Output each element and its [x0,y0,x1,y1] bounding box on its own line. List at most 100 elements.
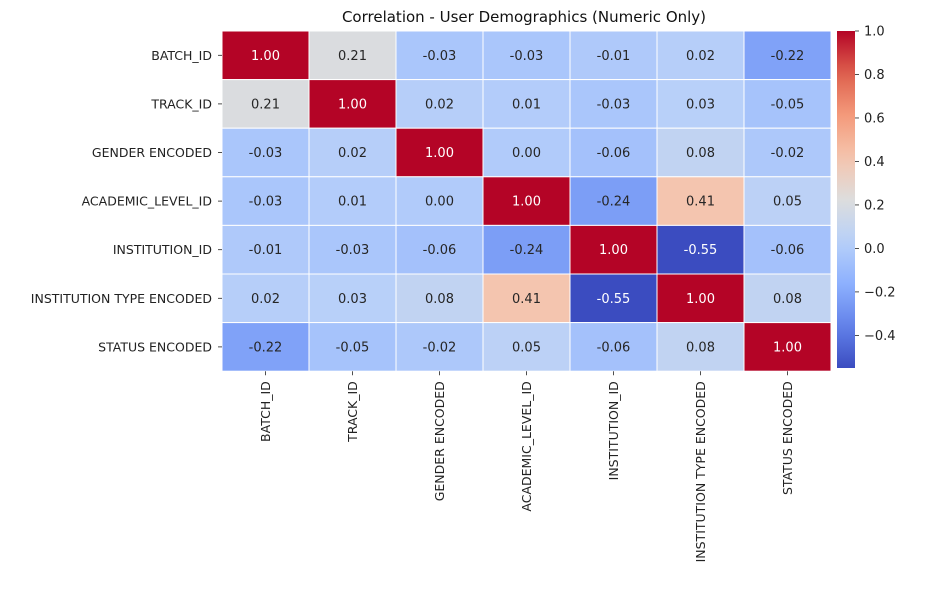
heatmap-cell [482,127,571,178]
cell-value-label: -0.06 [771,243,805,258]
x-tick-label: GENDER ENCODED [432,381,447,501]
heatmap-cell [743,176,832,226]
cell-value-label: 0.05 [773,195,802,210]
cell-value-label: 0.01 [512,97,541,112]
cell-value-label: -0.06 [597,340,631,355]
cell-value-label: -0.01 [249,243,283,258]
x-tick-label: TRACK_ID [345,381,360,443]
colorbar-gradient [837,31,855,368]
cell-value-label: 1.00 [599,243,628,258]
x-tick-label: STATUS ENCODED [780,381,795,495]
heatmap-cell [308,176,397,226]
colorbar-tick-label: 0.6 [864,111,885,126]
colorbar-tick-label: 0.4 [864,155,885,170]
cell-annotations: 1.00 0.21 -0.03 -0.03 -0.01 0.02 -0.22 0.21 1.00… [249,49,805,356]
heatmap-cell [743,273,832,324]
x-tick-label: INSTITUTION TYPE ENCODED [693,381,708,562]
y-tick-label: TRACK_ID [150,96,212,111]
y-tick-label: ACADEMIC_LEVEL_ID [82,194,212,209]
heatmap-cell [569,127,658,178]
heatmap-cell [569,79,658,129]
cell-value-label: -0.22 [249,340,283,355]
colorbar: 1.0 0.8 0.6 0.4 0.2 0.0 −0.2 −0.4 [837,25,896,368]
colorbar-tick-label: −0.4 [864,329,896,344]
colorbar-tick-label: 1.0 [864,25,885,40]
cell-value-label: -0.03 [249,195,283,210]
cell-value-label: 0.02 [338,146,367,161]
cell-value-label: 0.08 [686,340,715,355]
cell-value-label: 0.02 [425,97,454,112]
cell-value-label: 1.00 [251,49,280,64]
cell-value-label: -0.03 [423,49,457,64]
y-tick-label: BATCH_ID [151,48,212,63]
cell-value-label: 1.00 [773,340,802,355]
cell-value-label: 0.08 [425,292,454,307]
cell-value-label: -0.03 [336,243,370,258]
cell-value-label: 0.03 [686,97,715,112]
cell-value-label: 0.02 [251,292,280,307]
cell-value-label: -0.02 [423,340,457,355]
heatmap-cell [482,322,571,372]
colorbar-tick-label: 0.2 [864,198,885,213]
heatmap-cell [395,224,484,275]
heatmap-cells [221,30,832,372]
colorbar-tick-label: −0.2 [864,285,896,300]
x-tick-label: ACADEMIC_LEVEL_ID [519,381,534,511]
cell-value-label: -0.05 [336,340,370,355]
heatmap-cell [395,322,484,372]
colorbar-ticks: 1.0 0.8 0.6 0.4 0.2 0.0 −0.2 −0.4 [855,25,896,344]
cell-value-label: -0.55 [684,243,718,258]
heatmap-cell [482,176,571,226]
heatmap-cell [482,30,571,81]
heatmap-cell [569,273,658,324]
cell-value-label: 0.08 [773,292,802,307]
cell-value-label: -0.02 [771,146,805,161]
cell-value-label: 0.41 [512,292,541,307]
heatmap-cell [395,30,484,81]
x-tick-label: INSTITUTION_ID [606,381,621,480]
colorbar-tick-label: 0.8 [864,68,885,83]
heatmap-cell [656,322,745,372]
cell-value-label: 0.21 [338,49,367,64]
heatmap-cell [656,30,745,81]
cell-value-label: -0.06 [597,146,631,161]
cell-value-label: 1.00 [686,292,715,307]
heatmap-cell [221,322,310,372]
cell-value-label: 0.03 [338,292,367,307]
cell-value-label: 0.05 [512,340,541,355]
cell-value-label: -0.03 [597,97,631,112]
cell-value-label: 0.41 [686,195,715,210]
cell-value-label: -0.03 [510,49,544,64]
heatmap-cell [221,224,310,275]
cell-value-label: -0.01 [597,49,631,64]
heatmap-cell [308,273,397,324]
heatmap-cell [221,176,310,226]
heatmap-cell [743,79,832,129]
x-tick-label: BATCH_ID [258,381,273,442]
cell-value-label: 0.21 [251,97,280,112]
heatmap-cell [395,79,484,129]
cell-value-label: -0.22 [771,49,805,64]
heatmap-cell [482,273,571,324]
cell-value-label: 0.08 [686,146,715,161]
cell-value-label: 0.00 [512,146,541,161]
cell-value-label: 0.00 [425,195,454,210]
y-axis-tick-labels: BATCH_ID TRACK_ID GENDER ENCODED ACADEMIC_L… [31,48,222,354]
chart-title: Correlation - User Demographics (Numeric… [342,8,706,26]
cell-value-label: 1.00 [338,97,367,112]
colorbar-tick-label: 0.0 [864,242,885,257]
heatmap-cell [308,127,397,178]
cell-value-label: 0.02 [686,49,715,64]
cell-value-label: 1.00 [512,195,541,210]
heatmap-cell [656,176,745,226]
y-tick-label: INSTITUTION_ID [113,242,212,257]
cell-value-label: -0.03 [249,146,283,161]
heatmap-cell [308,30,397,81]
cell-value-label: 1.00 [425,146,454,161]
y-tick-label: GENDER ENCODED [92,145,212,160]
heatmap-cell [569,322,658,372]
cell-value-label: -0.55 [597,292,631,307]
y-tick-label: STATUS ENCODED [98,339,212,354]
cell-value-label: -0.05 [771,97,805,112]
